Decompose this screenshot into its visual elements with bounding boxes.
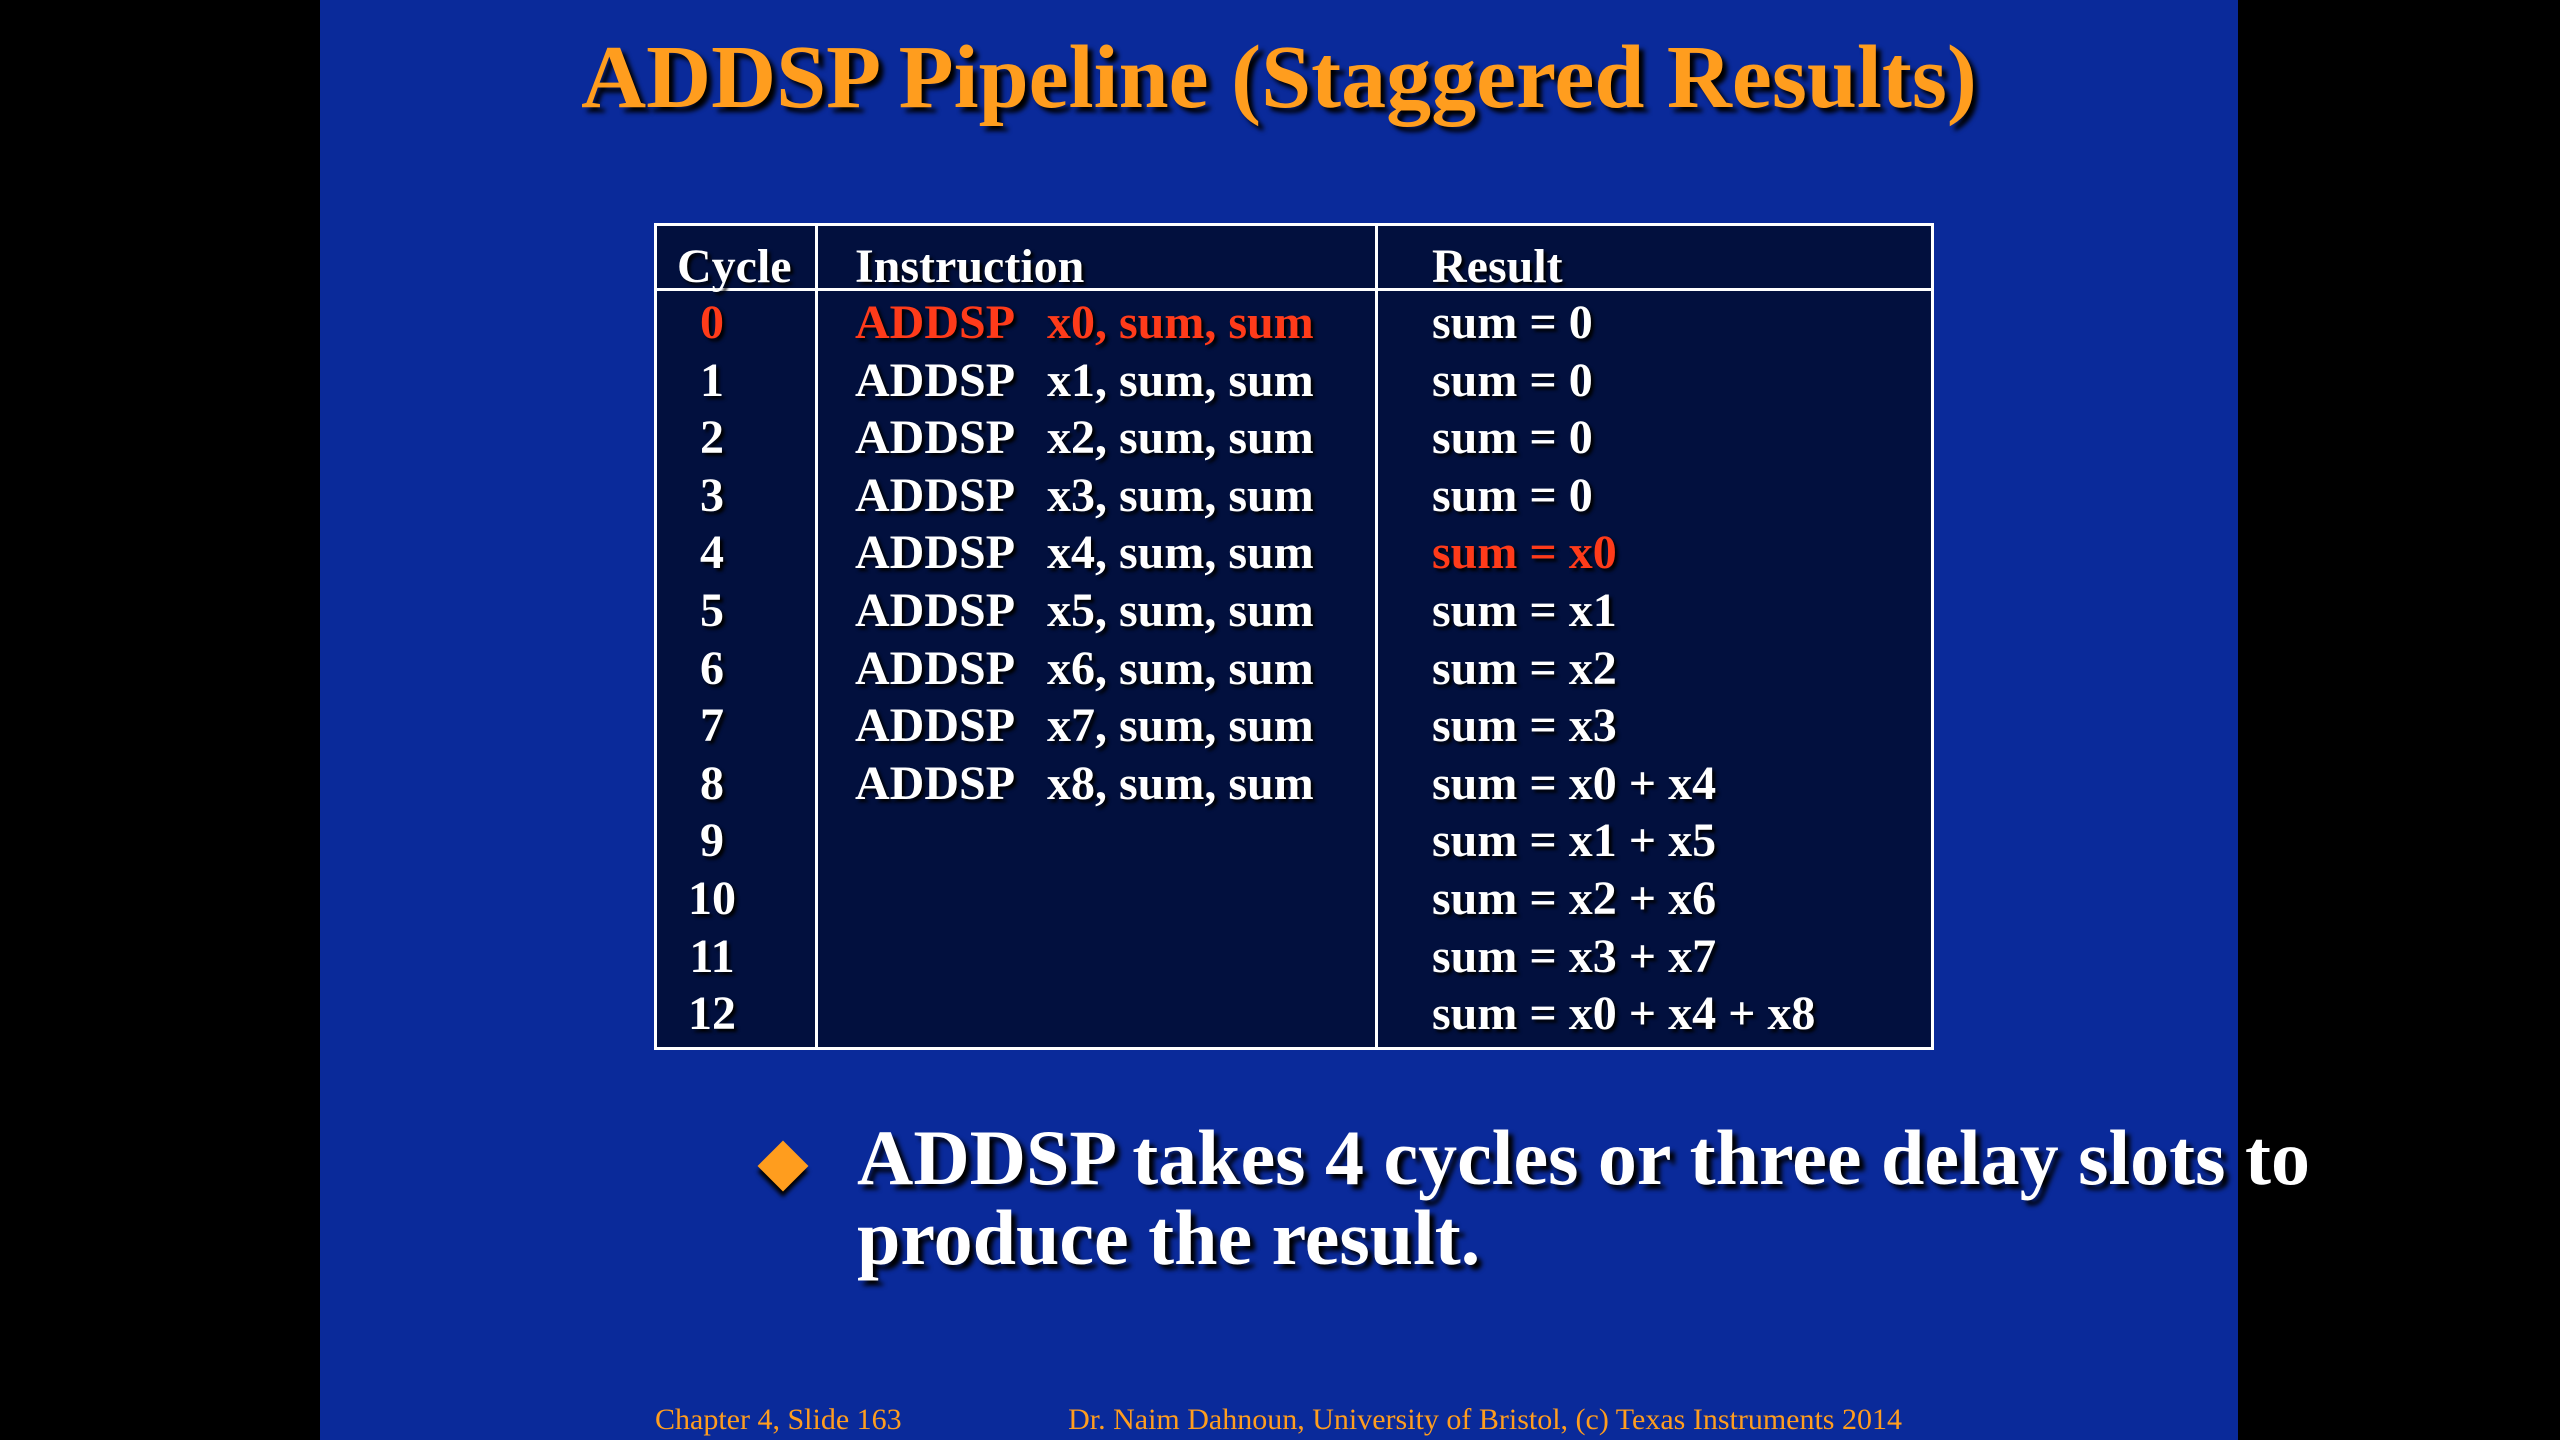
cycle-value: 2	[700, 411, 724, 464]
instruction-opcode: ADDSP	[855, 411, 1016, 464]
cycle-value: 9	[700, 814, 724, 867]
instruction-opcode: ADDSP	[855, 642, 1016, 695]
result-cell: sum = x2	[1432, 642, 1617, 695]
cycle-value: 7	[700, 699, 724, 752]
footer-credit: Dr. Naim Dahnoun, University of Bristol,…	[1068, 1403, 1902, 1436]
column-divider	[815, 226, 818, 1047]
slide: ADDSP Pipeline (Staggered Results) Cycle…	[320, 0, 2310, 1440]
cycle-value: 10	[688, 872, 736, 925]
cycle-value: 6	[700, 642, 724, 695]
cycle-value: 12	[688, 987, 736, 1040]
instruction-opcode: ADDSP	[855, 354, 1016, 407]
result-cell: sum = x0 + x4 + x8	[1432, 987, 1816, 1040]
instruction-operands: x8, sum, sum	[1047, 757, 1314, 810]
cycle-column-header: Cycle	[677, 240, 792, 293]
result-column-header: Result	[1432, 240, 1563, 293]
cycle-value: 8	[700, 757, 724, 810]
instruction-opcode: ADDSP	[855, 584, 1016, 637]
instruction-operands: x1, sum, sum	[1047, 354, 1314, 407]
result-cell: sum = x1	[1432, 584, 1617, 637]
cycle-value: 11	[689, 930, 735, 983]
instruction-operands: x0, sum, sum	[1047, 296, 1314, 349]
column-divider	[1375, 226, 1378, 1047]
cycle-value: 0	[700, 296, 724, 349]
instruction-opcode: ADDSP	[855, 296, 1016, 349]
result-cell: sum = x3 + x7	[1432, 930, 1717, 983]
slide-title: ADDSP Pipeline (Staggered Results)	[581, 28, 1977, 127]
result-cell: sum = 0	[1432, 354, 1593, 407]
instruction-opcode: ADDSP	[855, 469, 1016, 522]
instruction-operands: x5, sum, sum	[1047, 584, 1314, 637]
result-cell: sum = 0	[1432, 469, 1593, 522]
instruction-operands: x2, sum, sum	[1047, 411, 1314, 464]
result-cell: sum = x0	[1432, 526, 1617, 579]
result-cell: sum = x2 + x6	[1432, 872, 1717, 925]
cycle-value: 4	[700, 526, 724, 579]
cycle-value: 3	[700, 469, 724, 522]
result-cell: sum = x1 + x5	[1432, 814, 1717, 867]
result-cell: sum = 0	[1432, 411, 1593, 464]
header-divider	[657, 288, 1931, 291]
result-cell: sum = x0 + x4	[1432, 757, 1717, 810]
result-cell: sum = 0	[1432, 296, 1593, 349]
cycle-value: 5	[700, 584, 724, 637]
diamond-bullet-icon	[757, 1140, 809, 1192]
footer-chapter-slide: Chapter 4, Slide 163	[655, 1403, 902, 1436]
cycle-value: 1	[700, 354, 724, 407]
instruction-operands: x6, sum, sum	[1047, 642, 1314, 695]
instruction-opcode: ADDSP	[855, 757, 1016, 810]
instruction-operands: x7, sum, sum	[1047, 699, 1314, 752]
instruction-operands: x3, sum, sum	[1047, 469, 1314, 522]
instruction-opcode: ADDSP	[855, 699, 1016, 752]
bullet-text: ADDSP takes 4 cycles or three delay slot…	[857, 1114, 2310, 1281]
result-cell: sum = x3	[1432, 699, 1617, 752]
pipeline-table: Cycle Instruction Result 0 ADDSP x0, sum, …	[654, 223, 1934, 1050]
instruction-column-header: Instruction	[855, 240, 1085, 293]
instruction-operands: x4, sum, sum	[1047, 526, 1314, 579]
instruction-opcode: ADDSP	[855, 526, 1016, 579]
